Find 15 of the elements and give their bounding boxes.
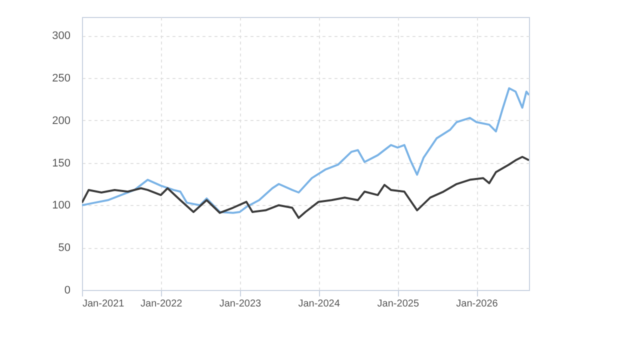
y-tick-label: 100 xyxy=(52,200,70,212)
x-tick-label: Jan-2026 xyxy=(456,298,498,310)
x-tick-label: Jan-2021 xyxy=(82,298,125,310)
y-tick-label: 150 xyxy=(52,157,70,170)
x-tick-label: Jan-2022 xyxy=(140,298,183,310)
x-tick-label: Jan-2025 xyxy=(377,298,420,310)
y-tick-label: 200 xyxy=(52,114,70,127)
line-series xyxy=(82,87,529,214)
x-tick-label: Jan-2024 xyxy=(298,298,340,310)
y-tick-label: 250 xyxy=(52,72,70,85)
y-tick-label: 300 xyxy=(52,30,70,42)
y-tick-label: 50 xyxy=(58,242,70,254)
x-tick-label: Jan-2023 xyxy=(219,298,262,310)
y-tick-label: 0 xyxy=(64,284,70,296)
line-series xyxy=(82,156,529,219)
